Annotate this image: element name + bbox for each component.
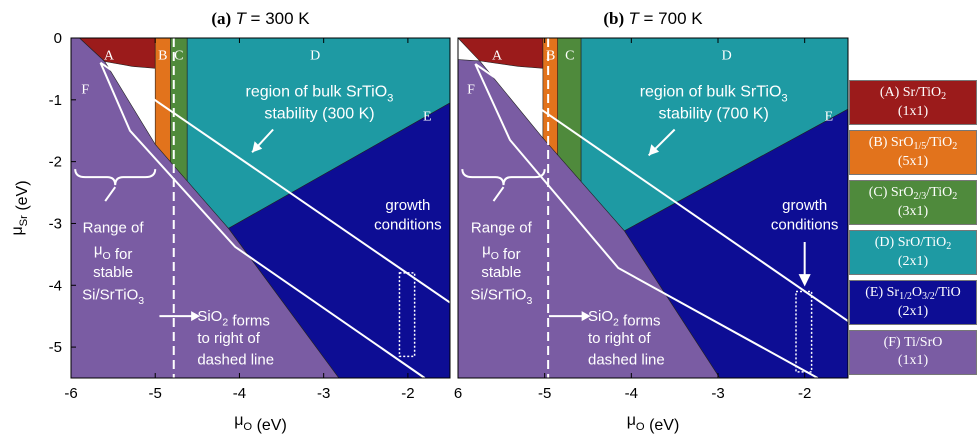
y-axis-label-group: μSr (eV): [9, 180, 31, 235]
x-axis-label: μO (eV): [234, 412, 287, 434]
sio2-label-2: to right of: [197, 330, 260, 347]
region-label-e: E: [825, 109, 834, 124]
range-label-3: stable: [481, 264, 521, 281]
boundary-line-2: [99, 62, 426, 379]
region-label-a: A: [492, 49, 503, 64]
region-label-f: F: [467, 83, 475, 98]
bulk-stability-label-1: region of bulk SrTiO3: [245, 84, 393, 105]
range-label-3: stable: [93, 264, 133, 281]
x-axis-label: μO (eV): [627, 412, 680, 434]
bulk-arrow-head: [648, 144, 660, 156]
region-label-c: C: [565, 49, 574, 64]
sio2-label-3: dashed line: [588, 351, 665, 368]
y-tick-label: -5: [49, 339, 62, 356]
y-axis-label: μSr (eV): [9, 180, 31, 235]
region-label-d: D: [310, 49, 320, 64]
legend-item-c: (C) SrO2/3/TiO2 (3x1): [849, 180, 977, 225]
legend-item-label: (D) SrO/TiO2: [874, 235, 952, 252]
legend-item-b: (B) SrO1/5/TiO2 (5x1): [849, 130, 977, 175]
legend-item-a: (A) Sr/TiO2 (1x1): [849, 80, 977, 125]
boundary-line-1: [99, 61, 451, 304]
chart-panel-b: A B C D E F 6 -5 -4 -3 -2 (b) T = 700 K μO (eV) regio…: [454, 9, 849, 434]
legend-item-reconstruction: (1x1): [897, 104, 929, 119]
legend-item-reconstruction: (5x1): [897, 154, 929, 169]
bulk-stability-label-1: region of bulk SrTiO3: [640, 84, 788, 105]
growth-label-1: growth: [385, 197, 430, 214]
legend-item-reconstruction: (3x1): [897, 204, 929, 219]
phase-diagram-figure: A B C DEF-6 -5 -4 -3 -20-1-2-3-4-5(a) T = 300 K…: [9, 9, 849, 434]
range-label-4: Si/SrTiO3: [82, 286, 144, 307]
legend-item-label: (C) SrO2/3/TiO2: [868, 185, 958, 202]
region-label-f: F: [81, 83, 89, 98]
legend-item-label: (F) Ti/SrO: [883, 335, 943, 350]
sio2-label-2: to right of: [588, 330, 651, 347]
sio2-label-1: SiO2 forms: [197, 308, 270, 330]
sio2-arrow-head: [191, 311, 201, 322]
legend-item-reconstruction: (1x1): [897, 353, 929, 368]
chart-title: (a) T = 300 K: [211, 9, 310, 28]
bulk-arrow-head: [252, 141, 263, 153]
y-tick-label: -3: [49, 215, 62, 232]
growth-arrow-head: [798, 274, 811, 287]
x-tick-label: 6: [454, 385, 462, 402]
x-tick-label: -2: [401, 385, 414, 402]
legend-item-d: (D) SrO/TiO2 (2x1): [849, 230, 977, 275]
range-label-1: Range of: [471, 220, 533, 237]
growth-label-1: growth: [782, 197, 827, 214]
x-tick-label: -6: [64, 385, 77, 402]
y-tick-label: -1: [49, 92, 62, 109]
region-label-c: C: [174, 49, 183, 64]
legend-item-f: (F) Ti/SrO (1x1): [849, 330, 977, 375]
x-tick-label: -5: [149, 385, 162, 402]
y-tick-label: -2: [49, 154, 62, 171]
growth-label-2: conditions: [771, 217, 839, 234]
bulk-stability-label-2: stability (300 K): [264, 105, 374, 122]
region-label-b: B: [546, 49, 555, 64]
legend-item-e: (E) Sr1/2O3/2/TiO (2x1): [849, 280, 977, 325]
x-tick-label: -3: [711, 385, 724, 402]
sio2-label-3: dashed line: [197, 351, 274, 368]
legend: (A) Sr/TiO2 (1x1) (B) SrO1/5/TiO2 (5x1) (C) …: [849, 80, 977, 380]
legend-item-reconstruction: (2x1): [897, 304, 929, 319]
y-tick-label: 0: [54, 30, 62, 47]
plot-frame: [457, 37, 849, 379]
x-tick-label: -2: [798, 385, 811, 402]
region-label-e: E: [423, 109, 432, 124]
boundary-line-2: [474, 63, 819, 379]
legend-item-label: (B) SrO1/5/TiO2: [868, 135, 958, 152]
growth-box: [398, 272, 416, 358]
plot-frame: [70, 37, 451, 379]
range-label-2: μO for: [482, 241, 521, 263]
growth-label-2: conditions: [374, 217, 442, 234]
x-tick-label: -5: [538, 385, 551, 402]
region-label-a: A: [104, 49, 115, 64]
chart-title: (b) T = 700 K: [603, 9, 703, 28]
sio2-label-1: SiO2 forms: [588, 308, 661, 330]
y-tick-label: -4: [49, 277, 62, 294]
x-tick-label: -3: [317, 385, 330, 402]
boundary-line-1: [474, 63, 849, 322]
range-label-4: Si/SrTiO3: [470, 286, 532, 307]
range-label-2: μO for: [94, 241, 133, 263]
legend-item-label: (E) Sr1/2O3/2/TiO: [865, 285, 961, 302]
legend-item-label: (A) Sr/TiO2: [879, 85, 947, 102]
legend-item-reconstruction: (2x1): [897, 254, 929, 269]
region-label-b: B: [158, 49, 167, 64]
x-tick-label: -4: [233, 385, 246, 402]
range-arrow: [104, 186, 117, 202]
bulk-stability-label-2: stability (700 K): [659, 105, 769, 122]
range-label-1: Range of: [83, 220, 145, 237]
chart-panel-a: A B C D E F -6 -5 -4 -3 -2 0 -1 -2 -3 -4 -5 (a) T = 300 K…: [49, 9, 451, 434]
region-label-d: D: [722, 49, 732, 64]
sio2-arrow-head: [581, 311, 591, 322]
range-arrow: [492, 186, 505, 202]
x-tick-label: -4: [625, 385, 638, 402]
